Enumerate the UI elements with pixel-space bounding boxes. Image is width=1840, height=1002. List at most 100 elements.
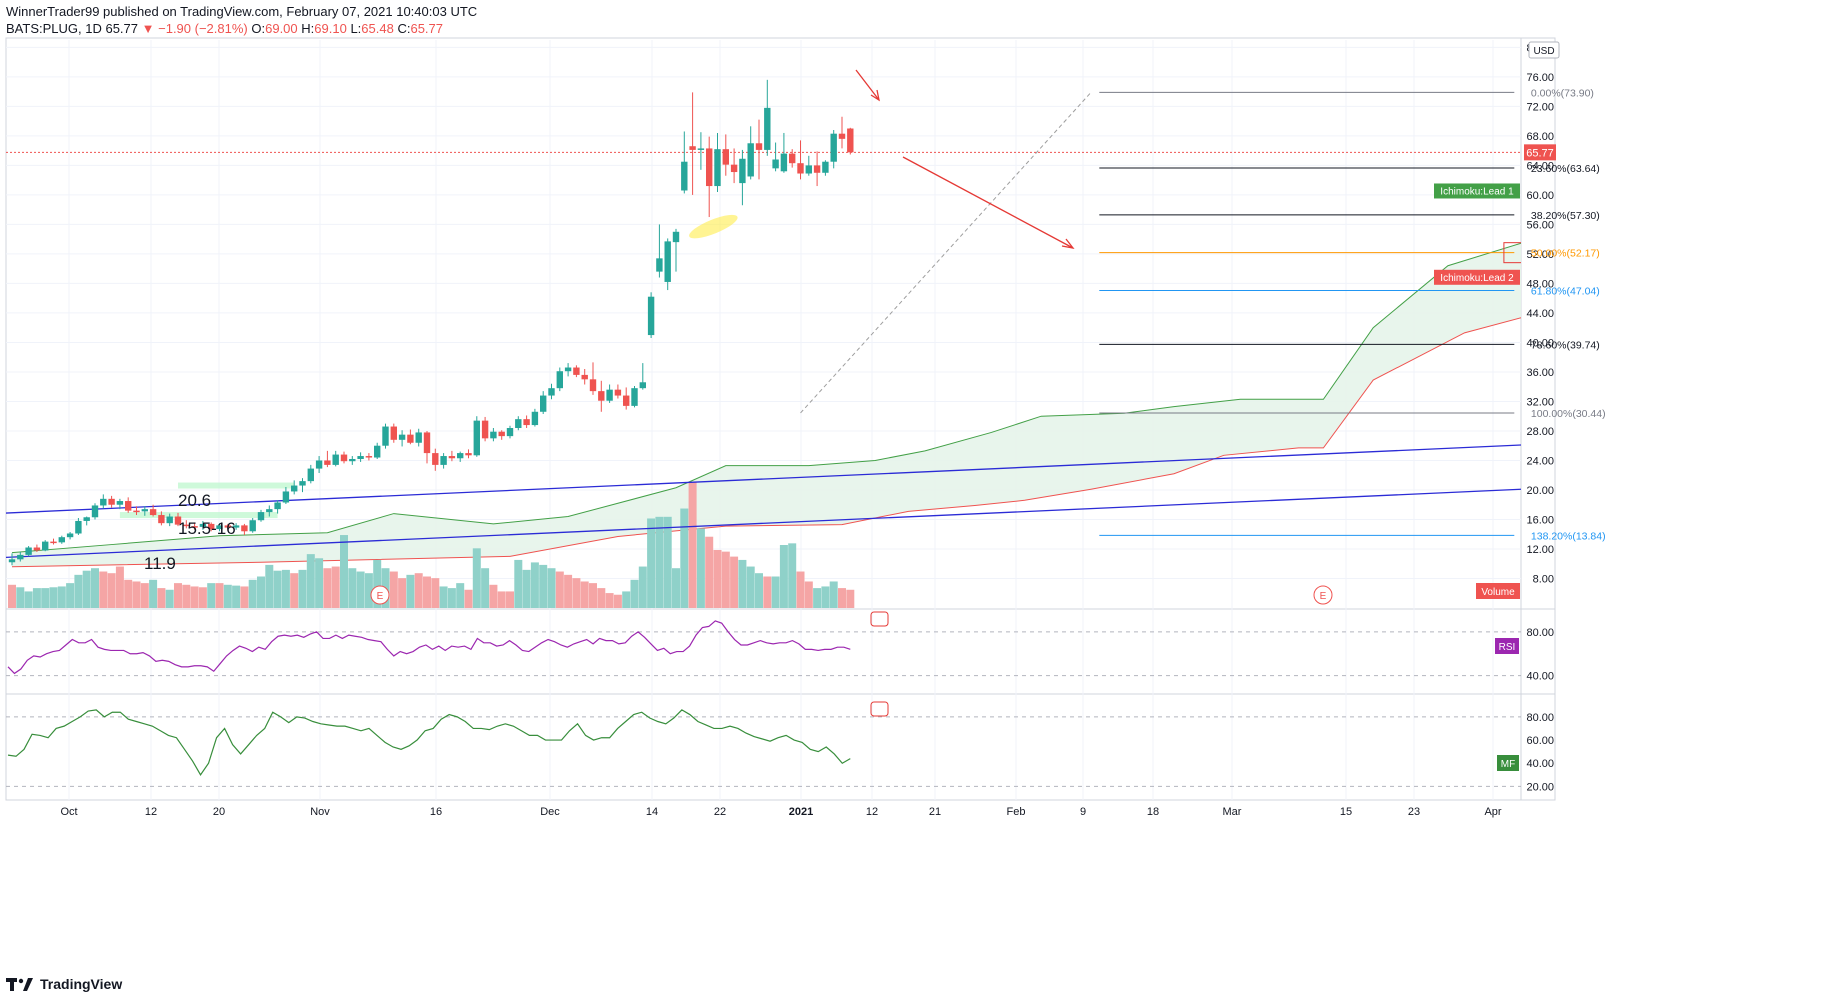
currency-badge	[1528, 41, 1560, 59]
candle-body	[291, 485, 298, 492]
volume-bar	[696, 528, 705, 608]
volume-bar	[298, 569, 307, 608]
volume-bar	[223, 584, 232, 608]
arrow-head	[1061, 238, 1075, 249]
volume-bar	[273, 570, 282, 608]
x-tick-label: 15	[1340, 806, 1352, 818]
last-price: 65.77	[105, 21, 139, 36]
volume-bar	[49, 587, 58, 608]
candle-body	[722, 149, 729, 165]
candle-body	[515, 419, 522, 429]
x-tick-label: 20	[213, 806, 225, 818]
y-tick-label: 8.00	[1533, 573, 1554, 585]
candle-body	[315, 460, 323, 469]
candle-body	[531, 411, 539, 426]
candle-body	[42, 541, 49, 551]
candle-body	[340, 454, 348, 462]
candle-body	[706, 148, 713, 187]
volume-bar	[647, 518, 656, 608]
candle-body	[847, 128, 854, 153]
volume-bar	[331, 566, 340, 608]
volume-bar	[489, 584, 498, 608]
fib-highlight-box	[1503, 242, 1521, 264]
volume-bar	[530, 562, 539, 608]
y-tick-label: 24.00	[1526, 455, 1554, 467]
x-tick-label: 9	[1080, 806, 1086, 818]
candle-body	[174, 516, 182, 525]
x-tick-label: Dec	[540, 806, 560, 818]
volume-bar	[323, 568, 332, 608]
price-axis	[6, 46, 1521, 579]
volume-bar	[721, 551, 730, 608]
candle-body	[606, 389, 613, 401]
trendline	[6, 444, 1521, 514]
x-tick-label: 16	[430, 806, 442, 818]
candle-body	[481, 420, 489, 439]
low-label: L:	[350, 21, 362, 36]
candle-body	[374, 445, 381, 458]
volume-bar	[456, 583, 465, 608]
volume-bar	[622, 591, 631, 608]
x-tick-label: Apr	[1484, 806, 1501, 818]
symbol-label[interactable]: BATS:PLUG, 1D	[6, 21, 102, 36]
volume-bar	[364, 573, 373, 608]
y-tick-label: 28.00	[1526, 426, 1554, 438]
candle-body	[232, 525, 240, 528]
candle-body	[747, 143, 754, 177]
candle-body	[764, 107, 771, 150]
highlight-ellipse	[689, 214, 738, 239]
candle-body	[830, 133, 837, 162]
volume-bar	[8, 584, 16, 608]
candle-body	[739, 158, 746, 184]
candle-body	[58, 537, 65, 543]
y-tick-label: 32.00	[1526, 396, 1554, 408]
candle-body	[581, 374, 588, 380]
fib-level-label: 61.80%(47.04)	[1531, 286, 1600, 298]
tradingview-logo-icon[interactable]	[6, 976, 34, 992]
ichimoku-lead1-line	[11, 242, 1521, 554]
open-label: O:	[251, 21, 266, 36]
x-tick-label: 14	[646, 806, 658, 818]
candle-body	[730, 164, 738, 173]
candle-body	[25, 547, 32, 555]
volume-bar	[140, 583, 149, 608]
candle-body	[158, 515, 165, 524]
arrow-target-annotation	[902, 156, 1074, 249]
x-tick-label: Oct	[60, 806, 77, 818]
volume-bar	[348, 568, 357, 608]
fib-level-label: 23.60%(63.64)	[1531, 163, 1600, 175]
candle-body	[83, 517, 90, 521]
candle-body	[224, 525, 231, 528]
volume-bar	[572, 578, 581, 608]
mf-label: MF	[1501, 759, 1515, 770]
volume-tag	[1476, 583, 1520, 599]
volume-bar	[547, 568, 556, 608]
volume-bar	[91, 568, 99, 608]
y-tick-label: 48.00	[1526, 278, 1554, 290]
candle-body	[66, 533, 74, 538]
candle-body	[440, 456, 447, 465]
candle-body	[614, 389, 622, 396]
volume-bar	[796, 571, 805, 608]
x-tick-label: Feb	[1007, 806, 1026, 818]
mf-line	[7, 709, 851, 776]
footer-brand[interactable]: TradingView	[40, 976, 123, 992]
volume-bar	[447, 588, 456, 608]
candle-body	[656, 258, 663, 272]
candle-body	[473, 420, 480, 456]
price-annotation-label: 20.6	[178, 491, 211, 510]
candle-body	[257, 512, 265, 521]
ichimoku-lead1-tag	[1434, 183, 1520, 199]
ichimoku-lead2-tag	[1434, 269, 1520, 285]
close-label: C:	[397, 21, 411, 36]
candle-body	[208, 523, 215, 530]
candle-body	[589, 379, 597, 392]
chart-frame	[5, 37, 1556, 801]
volume-bar	[464, 589, 473, 608]
candle-body	[490, 431, 497, 439]
rsi-tick-label: 40.00	[1526, 671, 1554, 683]
y-tick-label: 72.00	[1526, 101, 1554, 113]
high-value: 69.10	[314, 21, 347, 36]
volume-bar	[82, 570, 91, 608]
